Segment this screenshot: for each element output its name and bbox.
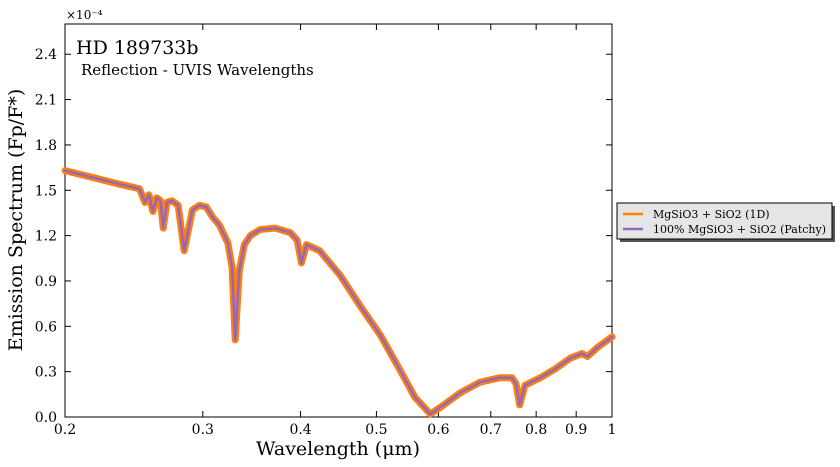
y-tick-label: 2.4 xyxy=(35,47,57,63)
series-line xyxy=(63,169,614,416)
x-tick-label: 0.4 xyxy=(289,422,311,438)
plot-frame xyxy=(64,23,613,418)
chart-subtitle: Reflection - UVIS Wavelengths xyxy=(81,61,314,79)
x-tick-label: 1 xyxy=(608,422,617,438)
x-tick-label: 0.7 xyxy=(480,422,502,438)
x-tick-label: 0.5 xyxy=(365,422,387,438)
legend-label: MgSiO3 + SiO2 (1D) xyxy=(653,208,770,221)
legend-label: 100% MgSiO3 + SiO2 (Patchy) xyxy=(653,223,826,236)
chart-title: HD 189733b xyxy=(76,37,199,59)
y-tick-label: 1.2 xyxy=(35,229,57,245)
x-tick-label: 0.9 xyxy=(565,422,587,438)
y-tick-label: 2.1 xyxy=(35,93,57,109)
x-tick-label: 0.8 xyxy=(525,422,547,438)
legend-box xyxy=(616,202,833,240)
y-tick-label: 0.0 xyxy=(35,410,57,426)
x-tick-label: 0.2 xyxy=(54,422,76,438)
y-tick-label: 0.6 xyxy=(35,319,57,335)
legend: MgSiO3 + SiO2 (1D) 100% MgSiO3 + SiO2 (Pa… xyxy=(616,202,835,242)
x-tick-label: 0.3 xyxy=(192,422,214,438)
y-multiplier: ×10⁻⁴ xyxy=(66,8,103,22)
y-tick-label: 0.9 xyxy=(35,274,57,290)
x-tick-label: 0.6 xyxy=(427,422,449,438)
y-tick-label: 1.5 xyxy=(35,183,57,199)
y-tick-label: 1.8 xyxy=(35,138,57,154)
x-axis-label: Wavelength (μm) xyxy=(256,438,420,460)
y-tick-label: 0.3 xyxy=(35,365,57,381)
y-axis-label: Emission Spectrum (Fp/F*) xyxy=(5,89,27,352)
